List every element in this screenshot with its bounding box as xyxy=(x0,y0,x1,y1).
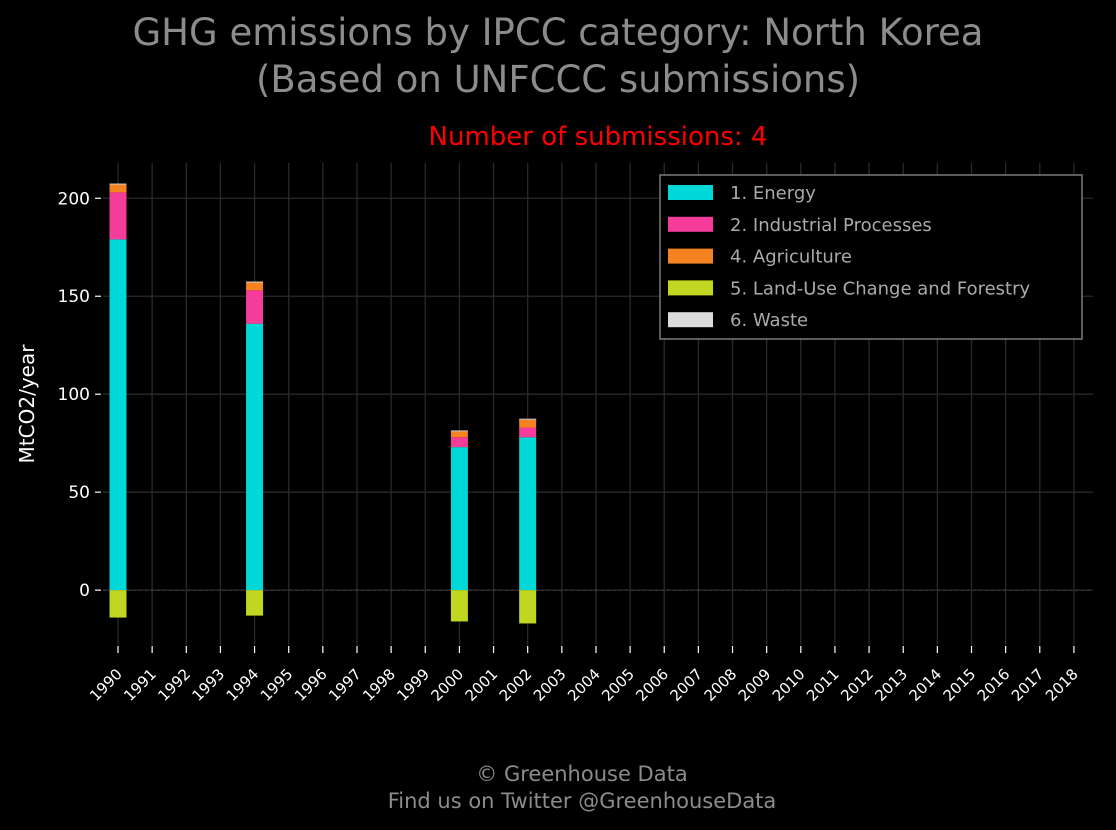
x-tick-label: 2016 xyxy=(974,665,1014,705)
x-tick-label: 2008 xyxy=(701,665,741,705)
legend-label: 4. Agriculture xyxy=(730,247,852,268)
legend-label: 2. Industrial Processes xyxy=(730,215,932,236)
x-tick-label: 1993 xyxy=(189,665,229,705)
bar-segment xyxy=(519,590,537,624)
y-tick-label: 0 xyxy=(79,581,90,601)
x-tick-label: 2014 xyxy=(905,665,945,705)
y-tick-label: 150 xyxy=(58,287,90,307)
bar-segment xyxy=(246,323,264,591)
x-tick-label: 2005 xyxy=(598,665,638,705)
x-tick-label: 2001 xyxy=(462,665,502,705)
bar-segment xyxy=(450,430,468,432)
x-tick-label: 2007 xyxy=(666,665,706,705)
bar-segment xyxy=(109,192,127,240)
legend-swatch xyxy=(668,312,713,328)
bar-segment xyxy=(450,590,468,622)
legend-swatch xyxy=(668,185,713,200)
chart-title-line1: GHG emissions by IPCC category: North Ko… xyxy=(132,11,984,54)
legend-swatch xyxy=(668,216,713,232)
y-tick-label: 50 xyxy=(68,483,90,503)
bar-segment xyxy=(109,183,127,185)
x-tick-label: 2018 xyxy=(1042,665,1082,705)
bar-segment xyxy=(450,447,468,591)
x-tick-label: 2017 xyxy=(1008,665,1048,705)
x-tick-label: 1998 xyxy=(359,665,399,705)
x-tick-label: 2003 xyxy=(530,665,570,705)
bar-segment xyxy=(450,437,468,448)
bar-segment xyxy=(519,419,537,428)
footer-copyright: © Greenhouse Data xyxy=(476,762,688,786)
legend-box xyxy=(659,174,1083,340)
bar-segment xyxy=(109,239,127,591)
legend-label: 1. Energy xyxy=(730,183,816,204)
legend-label: 5. Land-Use Change and Forestry xyxy=(730,278,1030,299)
legend-swatch xyxy=(668,280,713,296)
bar-segment xyxy=(450,431,468,438)
x-tick-label: 2011 xyxy=(803,665,843,705)
x-tick-label: 2015 xyxy=(940,665,980,705)
bar-segment xyxy=(246,281,264,283)
x-tick-label: 2013 xyxy=(871,665,911,705)
x-tick-label: 2012 xyxy=(837,665,877,705)
x-tick-label: 1997 xyxy=(325,665,365,705)
x-tick-label: 1990 xyxy=(86,665,126,705)
bar-segment xyxy=(246,590,264,616)
y-tick-label: 200 xyxy=(58,189,90,209)
bar-segment xyxy=(109,590,127,618)
bar-segment xyxy=(519,427,537,438)
x-tick-label: 1999 xyxy=(393,665,433,705)
x-tick-label: 2009 xyxy=(735,665,775,705)
x-tick-label: 1996 xyxy=(291,665,331,705)
bar-segment xyxy=(109,184,127,193)
bar-segment xyxy=(246,282,264,291)
legend-label: 6. Waste xyxy=(730,310,808,331)
bar-segment xyxy=(519,418,537,420)
footer-twitter: Find us on Twitter @GreenhouseData xyxy=(387,789,777,813)
y-tick-label: 100 xyxy=(58,385,90,405)
legend-swatch xyxy=(668,248,713,264)
x-tick-label: 2000 xyxy=(427,665,467,705)
x-tick-label: 1995 xyxy=(257,665,297,705)
chart-subtitle: Number of submissions: 4 xyxy=(428,122,768,152)
y-axis-label: MtCO2/year xyxy=(15,344,39,464)
bar-segment xyxy=(519,437,537,591)
x-tick-label: 2004 xyxy=(564,665,604,705)
bar-segment xyxy=(246,290,264,324)
x-tick-label: 1992 xyxy=(154,665,194,705)
chart-title-line2: (Based on UNFCCC submissions) xyxy=(255,58,861,101)
x-tick-label: 2006 xyxy=(632,665,672,705)
x-tick-label: 1994 xyxy=(223,665,263,705)
x-tick-label: 2010 xyxy=(769,665,809,705)
x-tick-label: 1991 xyxy=(120,665,160,705)
x-tick-label: 2002 xyxy=(496,665,536,705)
